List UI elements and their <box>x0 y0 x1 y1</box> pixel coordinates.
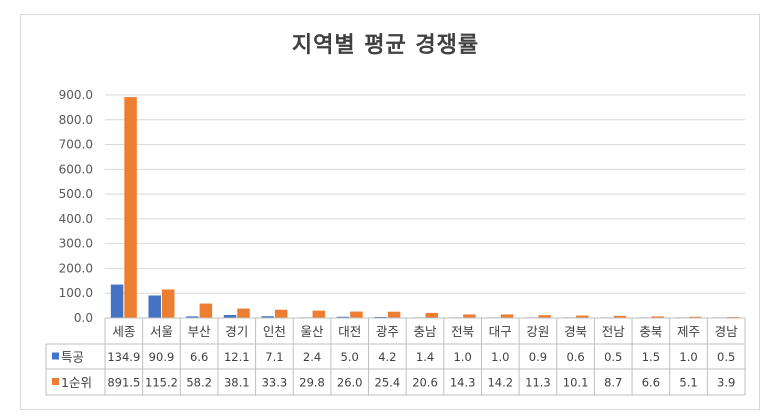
bar-series2 <box>350 311 363 318</box>
category-label: 전남 <box>602 324 626 339</box>
data-label: 115.2 <box>145 376 178 390</box>
y-axis-ticks: 0.0 100.0 200.0 300.0 400.0 500.0 600.0 700.0 80… <box>59 88 93 325</box>
legend-key <box>52 352 59 360</box>
data-label: 4.2 <box>378 350 396 364</box>
legend-label: 특공 <box>61 350 84 365</box>
data-label: 6.6 <box>190 350 208 364</box>
category-label: 세종 <box>112 324 135 339</box>
data-label: 7.1 <box>265 350 283 364</box>
bar-series2 <box>576 315 589 318</box>
category-label: 대전 <box>338 324 361 339</box>
category-label: 강원 <box>526 324 549 339</box>
category-label: 울산 <box>301 324 325 339</box>
data-label: 90.9 <box>149 350 175 364</box>
data-label: 0.5 <box>604 350 622 364</box>
data-label: 0.5 <box>717 350 735 364</box>
data-label: 20.6 <box>412 376 438 390</box>
bar-series1 <box>261 316 274 318</box>
y-tick-label: 100.0 <box>59 286 93 300</box>
legend-label: 1순위 <box>61 375 92 390</box>
y-tick-label: 500.0 <box>59 187 93 201</box>
bar-series1 <box>336 316 350 318</box>
category-label: 인천 <box>263 324 286 339</box>
bar-series2 <box>613 315 627 318</box>
category-label: 대구 <box>489 324 512 339</box>
data-label: 11.3 <box>525 376 551 390</box>
data-label: 0.6 <box>566 350 584 364</box>
category-label: 전북 <box>451 324 474 339</box>
category-label: 경북 <box>564 324 587 339</box>
bar-series1 <box>223 315 237 318</box>
data-label: 134.9 <box>107 350 140 364</box>
data-label: 8.7 <box>604 376 622 390</box>
bar-series2 <box>387 311 401 318</box>
category-label: 광주 <box>376 324 399 339</box>
data-label: 1.4 <box>416 350 434 364</box>
data-label: 5.0 <box>341 350 359 364</box>
data-label: 33.3 <box>262 376 288 390</box>
data-label: 25.4 <box>375 376 401 390</box>
category-label: 경남 <box>715 324 739 339</box>
bar-series2 <box>161 289 175 318</box>
bar-series2 <box>237 308 250 318</box>
data-label: 2.4 <box>303 350 321 364</box>
bar-series2 <box>312 310 326 318</box>
bars <box>110 97 740 318</box>
y-tick-label: 0.0 <box>74 311 93 325</box>
data-label: 38.1 <box>224 376 250 390</box>
data-label: 1.0 <box>453 350 471 364</box>
bar-series1 <box>186 316 199 318</box>
data-label: 58.2 <box>186 376 212 390</box>
data-label: 891.5 <box>107 376 140 390</box>
data-label: 3.9 <box>717 376 735 390</box>
y-tick-label: 400.0 <box>59 212 93 226</box>
bar-series2 <box>500 314 514 318</box>
data-label: 10.1 <box>563 376 589 390</box>
y-tick-label: 700.0 <box>59 138 93 152</box>
legend-key <box>52 378 59 385</box>
bar-series1 <box>110 284 124 318</box>
bar-series2 <box>463 314 476 318</box>
category-label: 경기 <box>225 324 248 339</box>
data-label: 1.5 <box>642 350 660 364</box>
y-tick-label: 300.0 <box>59 237 93 251</box>
category-label: 부산 <box>188 324 212 339</box>
bar-series2 <box>124 97 137 318</box>
data-label: 14.3 <box>450 376 476 390</box>
bar-series2 <box>199 303 213 318</box>
data-label: 14.2 <box>487 376 513 390</box>
data-label: 6.6 <box>642 376 660 390</box>
bar-series2 <box>689 316 702 318</box>
y-tick-label: 900.0 <box>59 88 93 102</box>
category-label: 제주 <box>677 324 700 339</box>
data-label: 12.1 <box>224 350 250 364</box>
data-label: 5.1 <box>679 376 697 390</box>
gridlines <box>105 94 745 294</box>
bar-series1 <box>148 295 161 318</box>
bar-series2 <box>651 316 664 318</box>
data-label: 1.0 <box>491 350 509 364</box>
chart-title: 지역별 평균 경쟁률 <box>291 33 480 58</box>
y-tick-label: 800.0 <box>59 113 93 127</box>
y-tick-label: 600.0 <box>59 162 93 176</box>
category-label: 서울 <box>150 324 173 339</box>
category-label: 충남 <box>413 324 437 339</box>
bar-series2 <box>425 312 438 318</box>
data-label: 0.9 <box>529 350 547 364</box>
bar-series2 <box>274 309 288 318</box>
bar-series2 <box>538 315 551 318</box>
data-label: 29.8 <box>299 376 325 390</box>
y-tick-label: 200.0 <box>59 261 93 275</box>
category-label: 충북 <box>639 324 662 339</box>
bar-series1 <box>374 316 387 318</box>
data-label: 26.0 <box>337 376 363 390</box>
data-label: 1.0 <box>679 350 697 364</box>
